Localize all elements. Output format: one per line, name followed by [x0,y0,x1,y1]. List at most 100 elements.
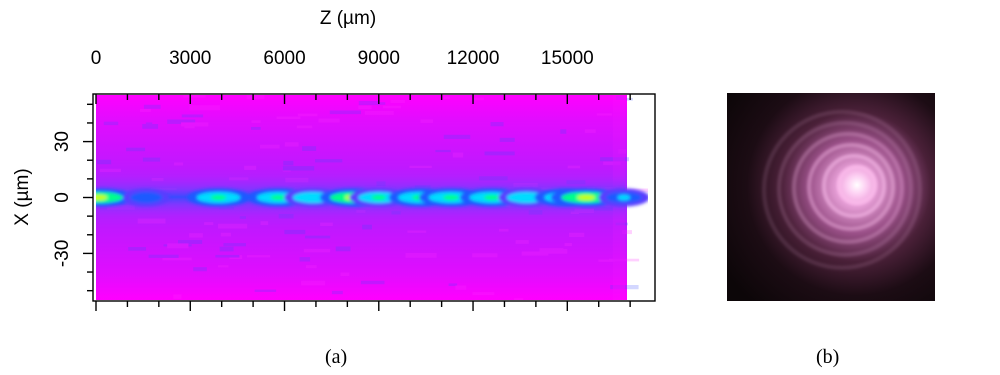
hotspot-peak [577,194,596,201]
speckle-mark [331,290,343,295]
speckle-mark [304,235,331,239]
speckle-mark [471,97,484,101]
hotspot-peak [483,194,500,201]
y-tick-label: 0 [52,192,73,203]
speckle-mark [598,259,616,262]
speckle-mark [568,232,585,237]
diffraction-ring [806,142,896,232]
hotspot-peak [519,194,534,201]
speckle-mark [340,272,350,276]
speckle-mark [244,165,257,170]
beam-propagation-chart: Z (µm) X (µm) 0 3000 6000 9000 12000 15000 30… [12,8,656,311]
speckle-mark [615,222,628,226]
speckle-mark [362,224,372,230]
speckle-mark [405,253,437,258]
speckle-mark [178,239,203,244]
hotspot-peak [270,194,286,201]
speckle-mark [284,142,299,147]
speckle-mark [283,160,294,166]
speckle-mark [603,161,621,166]
speckle-mark [360,280,385,285]
speckle-mark [358,101,380,106]
speckle-mark [490,122,504,127]
speckle-mark [282,166,291,172]
speckle-mark [305,265,317,269]
y-axis-title: X (µm) [12,168,33,225]
speckle-mark [247,255,271,258]
speckle-mark [183,95,206,98]
hotspot [96,192,123,203]
speckle-mark [218,223,248,229]
speckle-mark [181,114,204,118]
x-axis-title: Z (µm) [320,8,376,29]
speckle-mark [189,233,203,238]
speckle-mark [223,243,246,247]
speckle-mark [472,253,498,258]
speckle-mark [167,119,196,124]
speckle-mark [498,228,509,232]
panel-a-caption: (a) [325,346,348,368]
speckle-mark [584,129,596,133]
speckle-mark [254,289,277,292]
speckle-mark [515,240,529,244]
speckle-mark [315,159,343,163]
speckle-mark [514,298,524,300]
speckle-mark [219,246,234,252]
speckle-mark [335,246,351,252]
speckle-mark [148,254,179,258]
y-tick-label: 30 [52,131,73,152]
speckle-mark [162,257,192,261]
speckle-mark [382,105,401,109]
hotspot-layer [96,188,648,207]
speckle-mark [142,124,159,129]
speckle-mark [455,285,467,290]
hotspot-peak [96,194,108,201]
speckle-mark [452,152,464,158]
speckle-mark [621,230,632,235]
speckle-mark [303,248,331,253]
x-axis-bottom-ticks [95,301,631,311]
speckle-mark [318,118,340,123]
beam-photo [727,93,935,301]
speckle-mark [250,126,261,130]
speckle-mark [435,149,451,153]
speckle-mark [615,96,625,100]
photo-bright-center [835,163,879,207]
x-tick-label: 0 [91,48,102,69]
speckle-mark [220,232,231,237]
speckle-mark [539,248,564,252]
speckle-mark [608,258,640,262]
speckle-mark [282,166,315,171]
speckle-mark [296,125,313,129]
speckle-mark [251,120,261,123]
speckle-mark [260,144,280,149]
speckle-mark [229,255,243,260]
speckle-mark [521,251,549,256]
speckle-mark [610,285,639,290]
speckle-mark [218,265,229,268]
speckle-mark [284,229,306,235]
speckle-mark [564,242,572,247]
speckle-mark [302,146,317,151]
diffraction-ring [761,109,923,270]
speckle-mark [301,280,326,286]
diffraction-ring [791,131,905,244]
hotspot-peak [617,194,631,201]
x-tick-label: 9000 [358,48,400,69]
speckle-mark [407,230,427,233]
speckle-mark [546,248,568,254]
speckle-mark [96,159,112,165]
speckle-mark [143,104,161,109]
hotspot-peak [140,194,153,201]
hotspot-peak [443,194,460,201]
speckle-mark [128,247,147,251]
speckle-mark [409,165,432,169]
speckle-mark [358,105,372,110]
speckle-mark [390,99,405,104]
speckle-mark [174,162,184,166]
speckle-mark [369,102,386,105]
speckle-mark [173,294,182,299]
speckle-mark [484,151,515,156]
speckle-mark [299,257,311,262]
speckle-mark [329,110,362,115]
